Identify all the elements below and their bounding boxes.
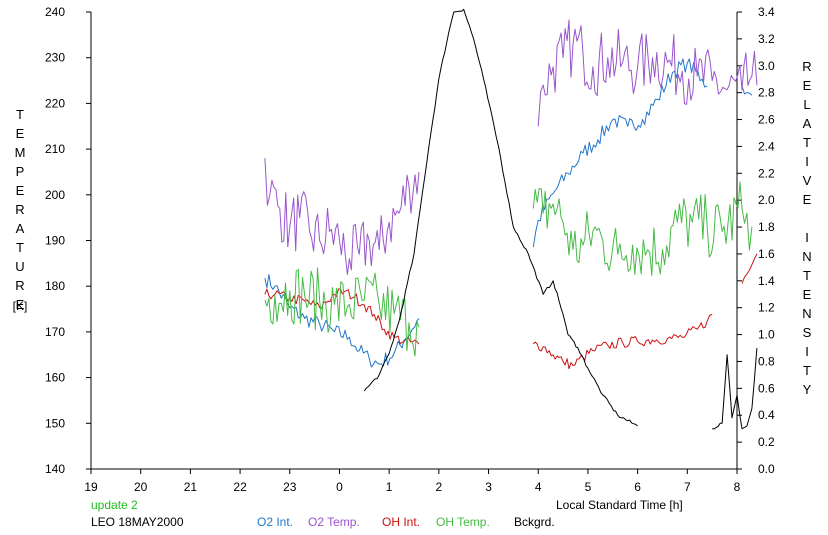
x-tick-label: 3 <box>485 480 492 494</box>
axis-title-letter: U <box>15 259 25 274</box>
y-left-tick-label: 200 <box>45 188 65 202</box>
x-axis-title: Local Standard Time [h] <box>556 498 683 512</box>
axis-title-letter: S <box>802 325 812 340</box>
x-tick-label: 20 <box>134 480 148 494</box>
x-tick-label: 22 <box>233 480 247 494</box>
y-right-tick-label: 0.4 <box>758 408 775 422</box>
axis-title-letter: E <box>802 287 812 302</box>
legend-o2-temp: O2 Temp. <box>308 515 360 529</box>
series-line-oh-temp <box>532 181 753 276</box>
y-right-tick-label: 2.4 <box>758 139 775 153</box>
axis-title-letter: T <box>16 240 24 255</box>
axis-title-letter: A <box>15 221 25 236</box>
x-tick-label: 21 <box>184 480 198 494</box>
series-line-oh-int <box>532 313 713 370</box>
series-line-bckgrd <box>363 8 638 427</box>
axis-title-letter: P <box>15 164 25 179</box>
axis-title-letter: V <box>802 173 812 188</box>
axis-title-letter: T <box>803 363 811 378</box>
axis-title-letter: N <box>802 249 812 264</box>
y-right-tick-label: 0.2 <box>758 435 775 449</box>
series-line-o2-temp <box>264 158 420 275</box>
y-left-tick-label: 180 <box>45 279 65 293</box>
axis-title-letter: R <box>15 278 25 293</box>
y-right-tick-label: 1.8 <box>758 220 775 234</box>
y-right-tick-label: 3.4 <box>758 5 775 19</box>
axis-title-letter: E <box>15 183 25 198</box>
legend-oh-temp: OH Temp. <box>436 515 490 529</box>
x-tick-label: 19 <box>84 480 98 494</box>
axis-title-letter: L <box>803 97 811 112</box>
y-right-tick-label: 1.2 <box>758 301 775 315</box>
update-label: update 2 <box>91 498 138 512</box>
y-left-tick-label: 230 <box>45 51 65 65</box>
axis-title-letter: R <box>802 59 812 74</box>
series-line-o2-int <box>532 58 708 248</box>
axis-title-letter: Y <box>802 382 812 397</box>
y-left-tick-label: 160 <box>45 371 65 385</box>
y-right-tick-label: 2.2 <box>758 166 775 180</box>
axis-title-letter: A <box>802 116 812 131</box>
y-right-tick-label: 2.8 <box>758 86 775 100</box>
x-tick-label: 5 <box>585 480 592 494</box>
x-tick-label: 23 <box>283 480 297 494</box>
axis-title-letter: T <box>803 268 811 283</box>
y-left-tick-label: 220 <box>45 96 65 110</box>
y-right-tick-label: 3.2 <box>758 32 775 46</box>
x-tick-label: 6 <box>634 480 641 494</box>
axis-title-letter: I <box>805 344 809 359</box>
x-tick-label: 8 <box>734 480 741 494</box>
y-right-tick-label: 3.0 <box>758 59 775 73</box>
y-right-tick-label: 0.8 <box>758 354 775 368</box>
series-line-oh-int <box>264 288 420 345</box>
axis-title-letter: N <box>802 306 812 321</box>
x-tick-label: 2 <box>436 480 443 494</box>
series-line-bckgrd <box>712 347 758 430</box>
y-right-tick-label: 2.0 <box>758 193 775 207</box>
axis-title-letter: R <box>15 202 25 217</box>
series-line-o2-int <box>264 274 420 368</box>
y-right-tick-label: 1.0 <box>758 328 775 342</box>
axis-title-letter: E <box>802 78 812 93</box>
y-left-tick-label: 210 <box>45 142 65 156</box>
station-date-label: LEO 18MAY2000 <box>91 515 184 529</box>
x-tick-label: 7 <box>684 480 691 494</box>
series-line-o2-temp <box>537 19 758 127</box>
series-line-oh-temp <box>264 267 420 357</box>
y-right-tick-label: 1.4 <box>758 274 775 288</box>
y-right-tick-label: 0.6 <box>758 381 775 395</box>
x-tick-label: 0 <box>336 480 343 494</box>
y-right-tick-label: 2.6 <box>758 113 775 127</box>
axis-title-letter: E <box>15 297 25 312</box>
axis-title-letter: E <box>15 126 25 141</box>
legend-oh-int: OH Int. <box>382 515 421 529</box>
axis-title-letter <box>797 212 817 231</box>
series-line-oh-int <box>741 253 758 284</box>
y-left-tick-label: 170 <box>45 325 65 339</box>
series-line-o2-int <box>741 85 753 96</box>
axis-title-letter: E <box>802 192 812 207</box>
axis-title-letter: T <box>803 135 811 150</box>
y-right-tick-label: 0.0 <box>758 462 775 476</box>
legend-o2-int: O2 Int. <box>257 515 294 529</box>
left-axis-unit: [K] <box>12 299 28 313</box>
axis-title-letter: I <box>805 230 809 245</box>
y-left-tick-label: 140 <box>45 462 65 476</box>
y-left-tick-label: 240 <box>45 5 65 19</box>
y-left-tick-label: 190 <box>45 234 65 248</box>
axis-title-letter: M <box>14 145 26 160</box>
y-right-tick-label: 1.6 <box>758 247 775 261</box>
x-tick-label: 4 <box>535 480 542 494</box>
legend-bckgrd: Bckgrd. <box>514 515 555 529</box>
x-tick-label: 1 <box>386 480 393 494</box>
axis-title-letter: I <box>805 154 809 169</box>
axis-title-letter: T <box>16 107 24 122</box>
y-left-tick-label: 150 <box>45 416 65 430</box>
